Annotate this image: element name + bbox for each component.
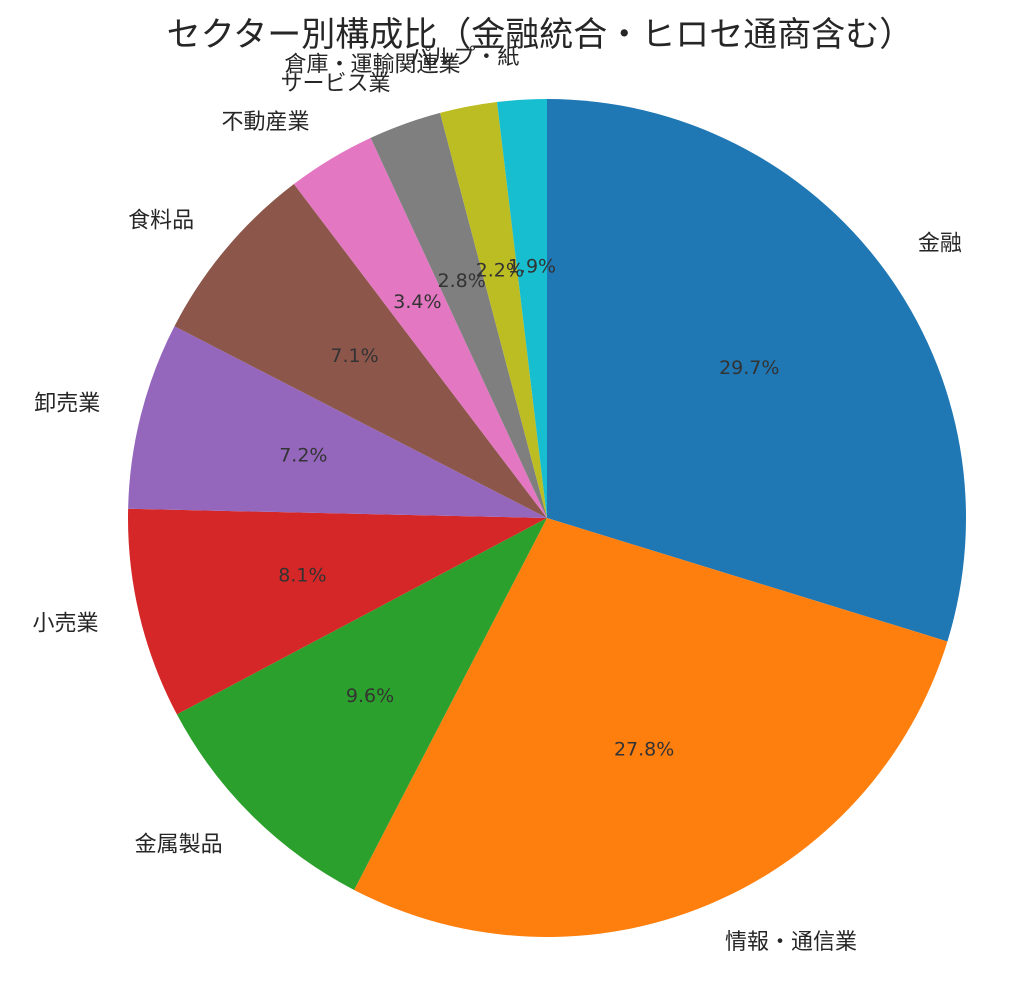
- category-label-3: 小売業: [33, 611, 99, 636]
- category-label-4: 卸売業: [34, 392, 100, 417]
- pie-slice-4: [128, 326, 547, 518]
- percent-label-9: 1.9%: [508, 256, 556, 278]
- percent-label-1: 27.8%: [614, 738, 674, 760]
- category-label-8: 倉庫・運輸関連業: [284, 52, 460, 77]
- pie-slice-6: [293, 137, 547, 518]
- percent-label-6: 3.4%: [393, 291, 441, 313]
- category-label-9: パルプ・紙: [409, 45, 519, 70]
- category-label-0: 金融: [918, 231, 962, 256]
- category-label-2: 金属製品: [135, 832, 223, 857]
- pie-slice-3: [128, 508, 547, 715]
- percent-label-8: 2.2%: [476, 260, 524, 282]
- percent-label-5: 7.1%: [330, 345, 378, 367]
- pie-slice-1: [354, 518, 948, 937]
- pie-slice-7: [370, 112, 547, 519]
- percent-labels: 29.7% 27.8% 9.6% 8.1% 7.2% 7.1% 3.4%2.8%2.2%1.…: [278, 256, 779, 761]
- pie-slice-8: [440, 101, 547, 518]
- chart-title: セクター別構成比（金融統合・ヒロセ通商含む）: [167, 15, 914, 55]
- category-label-1: 情報・通信業: [725, 930, 857, 955]
- percent-label-4: 7.2%: [279, 445, 327, 467]
- percent-label-2: 9.6%: [346, 685, 394, 707]
- pie-slices: [128, 99, 966, 937]
- pie-slice-9: [496, 99, 547, 518]
- category-label-7: サービス業: [281, 71, 391, 96]
- percent-label-7: 2.8%: [438, 270, 486, 292]
- pie-slice-0: [547, 99, 966, 642]
- pie-slice-2: [176, 518, 547, 890]
- category-label-5: 食料品: [128, 208, 194, 233]
- category-label-6: 不動産業: [221, 110, 309, 135]
- percent-label-0: 29.7%: [719, 357, 779, 379]
- percent-label-3: 8.1%: [278, 565, 326, 587]
- pie-slice-5: [174, 184, 547, 518]
